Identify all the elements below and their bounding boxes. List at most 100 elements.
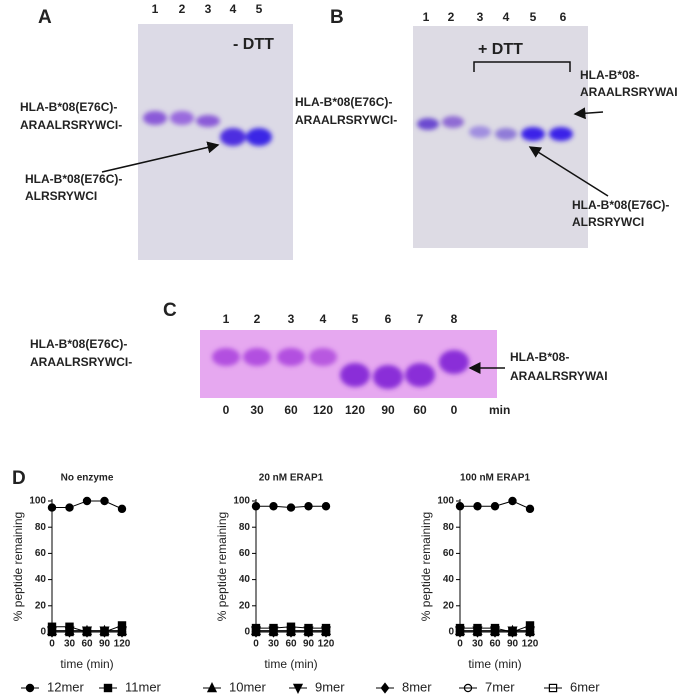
x-axis-label: time (min) <box>468 657 521 671</box>
time-label: 0 <box>451 403 458 417</box>
lane-number: 3 <box>205 2 212 16</box>
marker <box>117 504 127 514</box>
y-tick-label: 100 <box>437 496 454 507</box>
marker <box>100 627 109 637</box>
y-tick-label: 60 <box>35 548 47 559</box>
panel-label: A <box>38 7 52 28</box>
lane-number: 3 <box>288 312 295 326</box>
lane-number: 2 <box>179 2 186 16</box>
time-label: 30 <box>250 403 264 417</box>
lane-number: 2 <box>254 312 261 326</box>
marker <box>321 502 331 511</box>
x-tick-label: 120 <box>318 639 335 650</box>
band-label: ALRSRYWCI <box>572 215 644 229</box>
legend-label: 11mer <box>125 679 162 694</box>
legend-label: 7mer <box>485 679 515 694</box>
y-tick-label: 40 <box>239 574 251 585</box>
band-label: HLA-B*08(E76C)- <box>572 198 669 212</box>
time-label: 90 <box>381 403 395 417</box>
condition: + DTT <box>478 41 523 58</box>
lane-number: 5 <box>530 10 537 24</box>
gel-bands <box>212 348 469 389</box>
y-tick-label: 80 <box>239 522 251 533</box>
marker <box>473 623 482 633</box>
marker <box>65 503 74 512</box>
lane-number: 4 <box>503 10 510 24</box>
band-label: HLA-B*08(E76C)- <box>20 100 117 114</box>
marker <box>525 504 535 514</box>
band-label: HLA-B*08(E76C)- <box>25 172 122 186</box>
marker <box>304 623 313 633</box>
y-axis-label: % peptide remaining <box>11 512 25 621</box>
time-unit: min <box>489 403 510 417</box>
gel-bands <box>417 116 573 141</box>
band-label: HLA-B*08(E76C)- <box>295 95 392 109</box>
y-tick-label: 40 <box>443 574 455 585</box>
y-tick-label: 80 <box>35 522 47 533</box>
marker <box>321 623 331 633</box>
y-axis-label: % peptide remaining <box>215 512 229 621</box>
marker <box>473 502 482 511</box>
band-label: ARAALRSRYWCI- <box>295 113 397 127</box>
marker <box>65 622 74 631</box>
marker <box>47 503 57 512</box>
lane-number: 8 <box>451 312 458 326</box>
marker <box>508 627 517 637</box>
lane-number: 4 <box>320 312 327 326</box>
marker <box>286 503 296 512</box>
marker <box>251 623 261 633</box>
legend-label: 12mer <box>47 679 85 694</box>
lane-number: 5 <box>352 312 359 326</box>
lane-number: 6 <box>385 312 392 326</box>
chart-title: 100 nM ERAP1 <box>460 473 530 484</box>
marker <box>100 496 109 506</box>
lane-number: 5 <box>256 2 263 16</box>
legend-label: 10mer <box>229 679 267 694</box>
legend-label: 9mer <box>315 679 345 694</box>
y-tick-label: 80 <box>443 522 455 533</box>
lane-number: 7 <box>417 312 424 326</box>
y-tick-label: 20 <box>443 600 455 611</box>
marker <box>117 621 127 630</box>
y-tick-label: 0 <box>244 627 250 638</box>
time-label: 0 <box>223 403 230 417</box>
panel-label: D <box>12 468 26 489</box>
time-label: 120 <box>345 403 365 417</box>
lane-number: 1 <box>152 2 159 16</box>
x-tick-label: 0 <box>253 639 259 650</box>
time-label: 60 <box>413 403 427 417</box>
x-tick-label: 30 <box>268 639 280 650</box>
band-label: ALRSRYWCI <box>25 189 97 203</box>
lane-number: 6 <box>560 10 567 24</box>
x-tick-label: 60 <box>81 639 93 650</box>
bracket <box>473 61 571 72</box>
marker <box>490 623 500 633</box>
x-axis-label: time (min) <box>264 657 317 671</box>
y-tick-label: 60 <box>239 548 251 559</box>
marker <box>455 502 465 511</box>
x-tick-label: 120 <box>114 639 131 650</box>
y-tick-label: 0 <box>448 627 454 638</box>
x-tick-label: 30 <box>64 639 76 650</box>
x-axis-label: time (min) <box>60 657 113 671</box>
panel-label: B <box>330 7 344 28</box>
marker <box>304 502 313 511</box>
lane-number: 1 <box>223 312 230 326</box>
band-label: ARAALRSRYWAI <box>510 369 608 383</box>
time-label: 60 <box>284 403 298 417</box>
y-tick-label: 40 <box>35 574 47 585</box>
marker <box>269 502 278 511</box>
lane-number: 2 <box>448 10 455 24</box>
marker <box>47 622 57 631</box>
marker <box>82 627 92 637</box>
y-tick-label: 100 <box>29 496 46 507</box>
y-tick-label: 60 <box>443 548 455 559</box>
x-tick-label: 90 <box>507 639 519 650</box>
marker <box>524 624 536 635</box>
band-label: HLA-B*08- <box>580 68 639 82</box>
lane-number: 1 <box>423 10 430 24</box>
chart-title: No enzyme <box>61 473 114 484</box>
gel-bands <box>143 111 272 146</box>
x-tick-label: 0 <box>457 639 463 650</box>
